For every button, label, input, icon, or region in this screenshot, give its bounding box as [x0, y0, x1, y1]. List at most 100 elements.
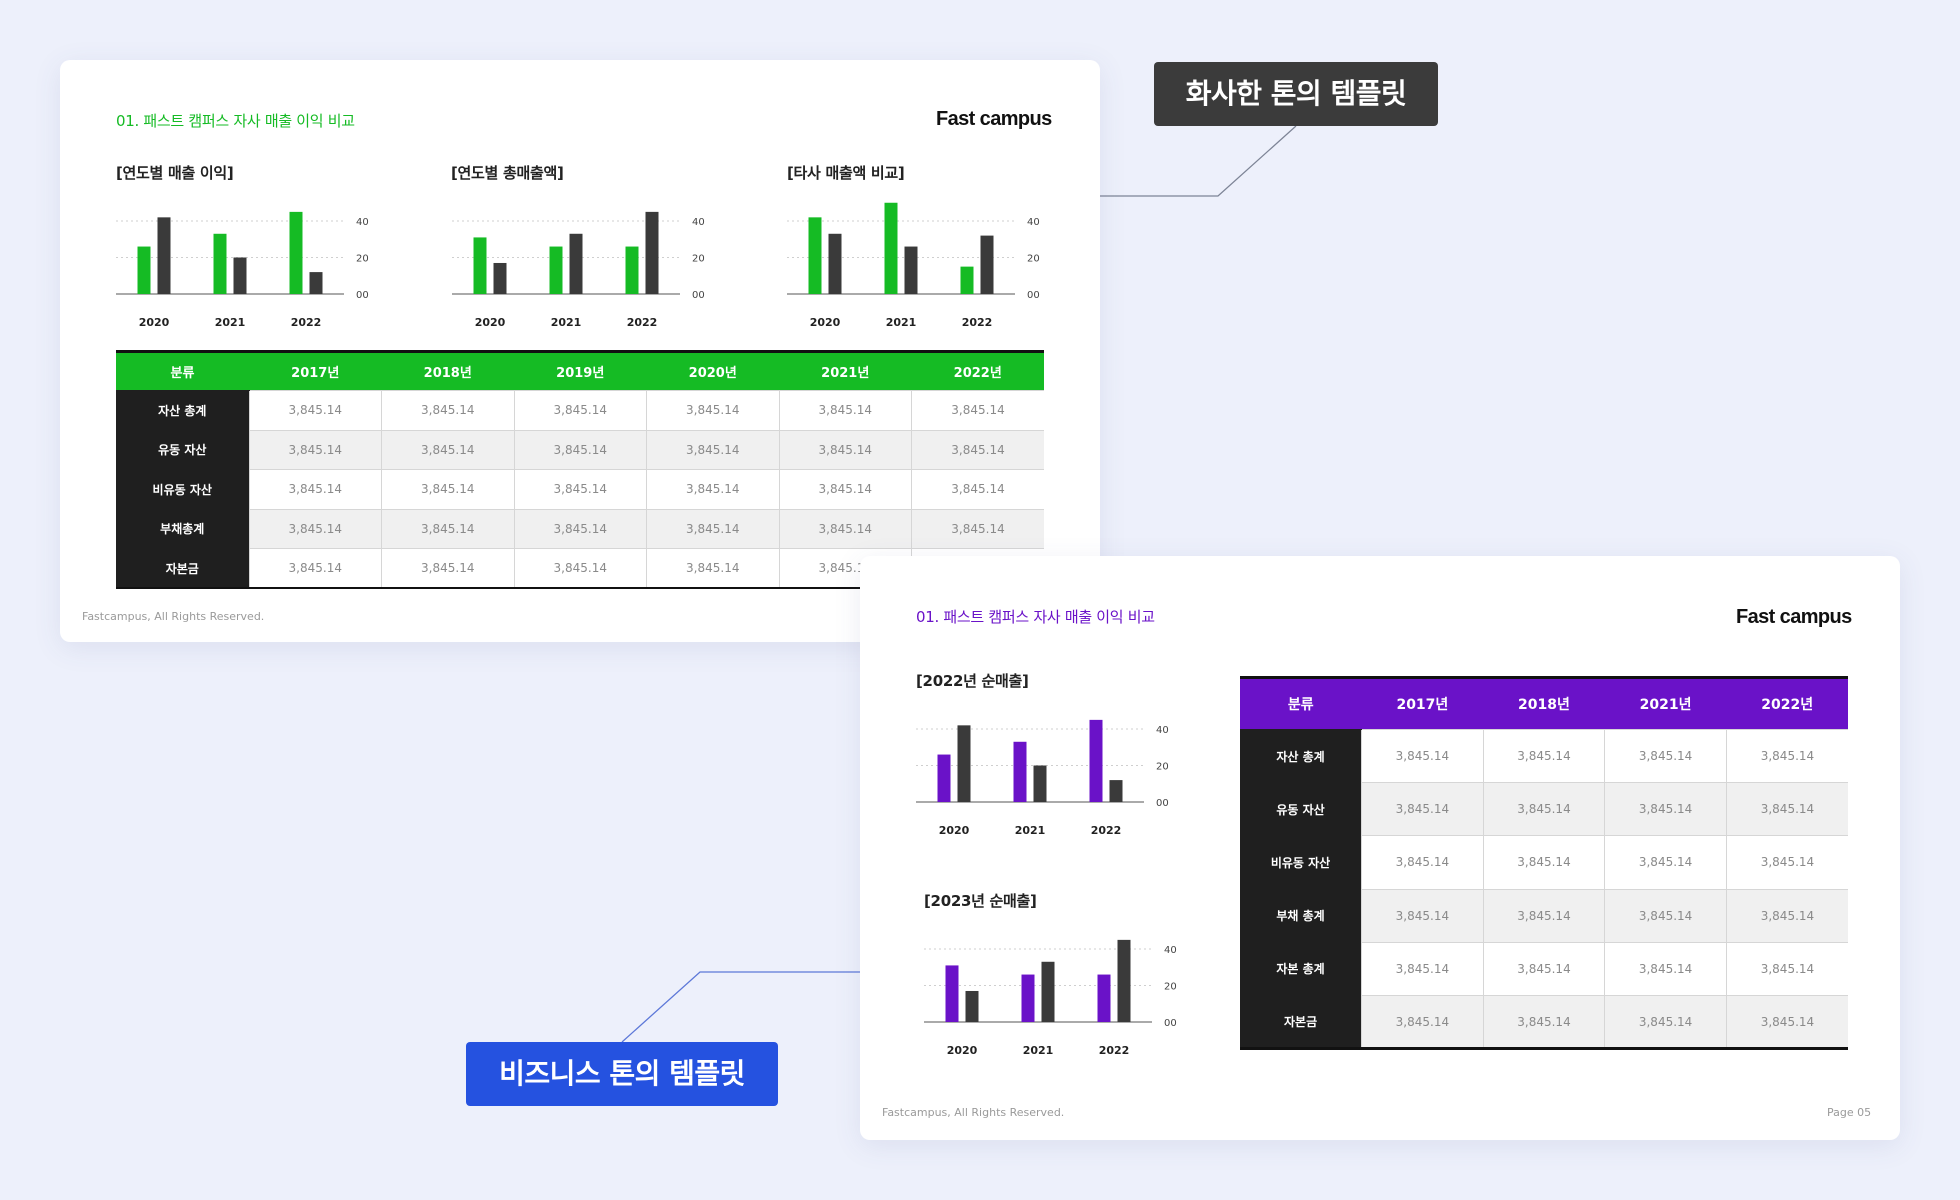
bar-2022-series-1	[1097, 974, 1111, 1022]
y-tick-label: 40	[356, 217, 369, 228]
row-label: 자본 총계	[1240, 941, 1362, 996]
bar-2022-series-1	[289, 211, 303, 294]
x-tick-label: 2020	[810, 316, 841, 329]
net-sales-2023-chart: 00 20 40 2020 2021 2022	[924, 939, 1177, 1057]
table-cell: 3,845.14	[248, 429, 382, 470]
table-cell: 3,845.14	[911, 469, 1044, 509]
row-label: 자본금	[1240, 994, 1362, 1049]
bar-2020-series-2	[957, 725, 971, 802]
y-tick-label: 20	[356, 254, 369, 265]
table-cell: 3,845.14	[381, 469, 514, 509]
table-cell: 3,845.14	[513, 548, 647, 588]
bar-2022-series-2	[1117, 939, 1131, 1022]
row-label: 자본금	[116, 548, 249, 588]
header-2017: 2017년	[1361, 677, 1484, 730]
header-2019: 2019년	[514, 351, 647, 391]
bar-2021-series-1	[1013, 741, 1027, 802]
table-header-row: 분류 2017년 2018년 2021년 2022년	[1240, 677, 1848, 730]
table-cell: 3,845.14	[1361, 888, 1484, 943]
chart-title-2023-net-sales: [2023년 순매출]	[924, 892, 1037, 910]
x-tick-label: 2021	[551, 316, 582, 329]
bright-footer: Fastcampus, All Rights Reserved.	[82, 610, 265, 623]
table-cell: 3,845.14	[646, 390, 779, 430]
header-category: 분류	[116, 351, 249, 391]
table-cell: 3,845.14	[1482, 888, 1605, 943]
table-cell: 3,845.14	[1604, 835, 1727, 890]
chart-title-2022-net-sales: [2022년 순매출]	[916, 672, 1029, 690]
bar-2022-series-2	[309, 272, 323, 294]
bar-2020-series-1	[945, 965, 959, 1022]
table-cell: 3,845.14	[1361, 728, 1484, 783]
bar-2022-series-2	[1109, 780, 1123, 802]
header-2020: 2020년	[646, 351, 779, 391]
bar-2022-series-1	[1089, 719, 1103, 802]
bar-2021-series-1	[884, 202, 898, 294]
bar-2021-series-2	[1033, 765, 1047, 802]
business-logo: Fast campus	[1736, 606, 1852, 628]
y-tick-label: 00	[1164, 1018, 1177, 1029]
y-tick-label: 00	[692, 290, 705, 301]
yearly-profit-chart: 00 20 40 2020 2021 2022	[116, 211, 369, 329]
table-header-row: 분류 2017년 2018년 2019년 2020년 2021년 2022년	[116, 351, 1044, 391]
y-tick-label: 20	[1027, 254, 1040, 265]
table-row: 자본금 3,845.14 3,845.14 3,845.14 3,845.14	[1240, 994, 1848, 1049]
table-row: 자산 총계 3,845.14 3,845.14 3,845.14 3,845.1…	[1240, 728, 1848, 783]
table-row: 자산 총계 3,845.14 3,845.14 3,845.14 3,845.1…	[116, 390, 1044, 430]
table-cell: 3,845.14	[646, 548, 779, 588]
y-tick-label: 20	[1156, 762, 1169, 773]
bar-2021-series-2	[569, 233, 583, 294]
table-row: 유동 자산 3,845.14 3,845.14 3,845.14 3,845.1…	[1240, 782, 1848, 836]
table-cell: 3,845.14	[1361, 835, 1484, 890]
table-cell: 3,845.14	[248, 390, 382, 430]
yearly-sales-chart: 00 20 40 2020 2021 2022	[452, 211, 705, 329]
bar-2021-series-1	[1021, 974, 1035, 1022]
x-tick-label: 2022	[962, 316, 993, 329]
row-label: 부채총계	[116, 508, 249, 549]
table-cell: 3,845.14	[778, 390, 912, 430]
row-label: 자산 총계	[116, 390, 249, 430]
table-cell: 3,845.14	[513, 390, 647, 430]
row-label: 유동 자산	[1240, 782, 1362, 836]
row-label: 부채 총계	[1240, 888, 1362, 943]
bar-2022-series-2	[980, 235, 994, 294]
y-tick-label: 00	[1027, 290, 1040, 301]
x-tick-label: 2021	[1023, 1044, 1054, 1057]
table-cell: 3,845.14	[1604, 888, 1727, 943]
table-cell: 3,845.14	[911, 390, 1044, 430]
business-financial-table: 분류 2017년 2018년 2021년 2022년 자산 총계 3,845.1…	[1240, 676, 1848, 1051]
table-cell: 3,845.14	[646, 508, 779, 549]
table-cell: 3,845.14	[1361, 994, 1484, 1049]
bar-2021-series-1	[213, 233, 227, 294]
bar-2021-series-2	[233, 257, 247, 294]
page-number: Page 05	[1827, 1106, 1872, 1119]
net-sales-2022-chart: 00 20 40 2020 2021 2022	[916, 719, 1169, 837]
bar-2021-series-2	[904, 246, 918, 294]
table-cell: 3,845.14	[1725, 994, 1848, 1049]
header-2022: 2022년	[911, 351, 1044, 391]
x-tick-label: 2022	[291, 316, 322, 329]
table-cell: 3,845.14	[1361, 941, 1484, 996]
table-cell: 3,845.14	[1604, 994, 1727, 1049]
header-2021: 2021년	[779, 351, 912, 391]
y-tick-label: 20	[692, 254, 705, 265]
table-cell: 3,845.14	[1482, 994, 1605, 1049]
x-tick-label: 2020	[939, 824, 970, 837]
table-cell: 3,845.14	[513, 508, 647, 549]
business-tag-connector	[621, 971, 860, 1043]
bar-2021-series-2	[1041, 961, 1055, 1022]
business-tone-label: 비즈니스 톤의 템플릿	[466, 1042, 778, 1106]
x-tick-label: 2022	[1091, 824, 1122, 837]
bright-financial-table: 분류 2017년 2018년 2019년 2020년 2021년 2022년 자…	[116, 350, 1044, 589]
chart-title-yearly-profit: [연도별 매출 이익]	[116, 164, 234, 182]
table-cell: 3,845.14	[1725, 941, 1848, 996]
x-tick-label: 2022	[627, 316, 658, 329]
y-tick-label: 40	[1164, 945, 1177, 956]
bar-2020-series-1	[473, 237, 487, 294]
table-cell: 3,845.14	[1482, 782, 1605, 836]
bar-2020-series-1	[937, 754, 951, 802]
bar-2020-series-2	[828, 233, 842, 294]
table-cell: 3,845.14	[646, 469, 779, 509]
table-row: 비유동 자산 3,845.14 3,845.14 3,845.14 3,845.…	[116, 469, 1044, 509]
table-cell: 3,845.14	[513, 469, 647, 509]
